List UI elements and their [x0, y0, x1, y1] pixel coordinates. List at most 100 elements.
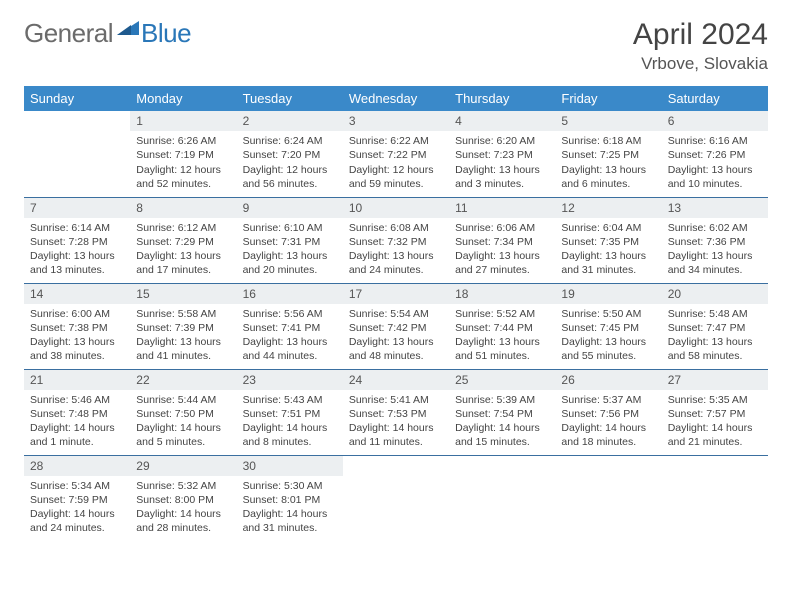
- day-line: Sunset: 7:51 PM: [243, 407, 337, 421]
- day-number: 30: [237, 456, 343, 476]
- logo: General Blue: [24, 18, 191, 49]
- calendar-day-cell: 14Sunrise: 6:00 AMSunset: 7:38 PMDayligh…: [24, 283, 130, 369]
- logo-triangle-icon: [117, 19, 139, 40]
- calendar-day-cell: 11Sunrise: 6:06 AMSunset: 7:34 PMDayligh…: [449, 197, 555, 283]
- day-line: Daylight: 12 hours: [243, 163, 337, 177]
- day-line: Sunset: 7:23 PM: [455, 148, 549, 162]
- day-line: and 20 minutes.: [243, 263, 337, 277]
- day-line: Sunset: 7:44 PM: [455, 321, 549, 335]
- day-line: Daylight: 13 hours: [136, 335, 230, 349]
- day-body: Sunrise: 5:56 AMSunset: 7:41 PMDaylight:…: [237, 304, 343, 368]
- calendar-day-cell: 20Sunrise: 5:48 AMSunset: 7:47 PMDayligh…: [662, 283, 768, 369]
- calendar-day-cell: 25Sunrise: 5:39 AMSunset: 7:54 PMDayligh…: [449, 369, 555, 455]
- day-line: Sunset: 7:54 PM: [455, 407, 549, 421]
- day-line: Sunset: 7:39 PM: [136, 321, 230, 335]
- calendar-day-cell: 30Sunrise: 5:30 AMSunset: 8:01 PMDayligh…: [237, 455, 343, 541]
- day-number: 25: [449, 370, 555, 390]
- day-number: 23: [237, 370, 343, 390]
- day-line: Daylight: 14 hours: [30, 421, 124, 435]
- day-line: and 31 minutes.: [561, 263, 655, 277]
- weekday-header: Wednesday: [343, 86, 449, 111]
- day-line: Sunrise: 5:34 AM: [30, 479, 124, 493]
- day-line: Sunrise: 5:37 AM: [561, 393, 655, 407]
- day-number: 15: [130, 284, 236, 304]
- calendar-day-cell: 21Sunrise: 5:46 AMSunset: 7:48 PMDayligh…: [24, 369, 130, 455]
- logo-text-general: General: [24, 18, 113, 49]
- day-line: Sunrise: 6:26 AM: [136, 134, 230, 148]
- day-body: Sunrise: 5:50 AMSunset: 7:45 PMDaylight:…: [555, 304, 661, 368]
- calendar-day-cell: 3Sunrise: 6:22 AMSunset: 7:22 PMDaylight…: [343, 111, 449, 197]
- weekday-header: Friday: [555, 86, 661, 111]
- day-line: Daylight: 13 hours: [561, 335, 655, 349]
- day-line: and 27 minutes.: [455, 263, 549, 277]
- day-line: Daylight: 12 hours: [349, 163, 443, 177]
- day-number: 29: [130, 456, 236, 476]
- day-number: 4: [449, 111, 555, 131]
- day-line: and 51 minutes.: [455, 349, 549, 363]
- day-line: and 5 minutes.: [136, 435, 230, 449]
- day-line: Sunrise: 5:43 AM: [243, 393, 337, 407]
- day-number: 12: [555, 198, 661, 218]
- day-line: Daylight: 13 hours: [136, 249, 230, 263]
- weekday-header: Monday: [130, 86, 236, 111]
- day-number: 28: [24, 456, 130, 476]
- day-number: 2: [237, 111, 343, 131]
- day-number: 13: [662, 198, 768, 218]
- day-line: and 3 minutes.: [455, 177, 549, 191]
- day-line: Daylight: 13 hours: [668, 163, 762, 177]
- weekday-header: Sunday: [24, 86, 130, 111]
- day-body: Sunrise: 5:54 AMSunset: 7:42 PMDaylight:…: [343, 304, 449, 368]
- calendar-day-cell: 8Sunrise: 6:12 AMSunset: 7:29 PMDaylight…: [130, 197, 236, 283]
- day-line: and 44 minutes.: [243, 349, 337, 363]
- month-title: April 2024: [633, 18, 768, 52]
- calendar-day-cell: 26Sunrise: 5:37 AMSunset: 7:56 PMDayligh…: [555, 369, 661, 455]
- calendar-day-cell: 4Sunrise: 6:20 AMSunset: 7:23 PMDaylight…: [449, 111, 555, 197]
- day-line: Sunrise: 5:48 AM: [668, 307, 762, 321]
- day-line: Sunrise: 5:39 AM: [455, 393, 549, 407]
- calendar-week-row: 7Sunrise: 6:14 AMSunset: 7:28 PMDaylight…: [24, 197, 768, 283]
- day-line: Sunset: 7:28 PM: [30, 235, 124, 249]
- day-line: Sunrise: 6:12 AM: [136, 221, 230, 235]
- logo-text-blue: Blue: [141, 18, 191, 49]
- title-block: April 2024 Vrbove, Slovakia: [633, 18, 768, 74]
- day-body: Sunrise: 6:20 AMSunset: 7:23 PMDaylight:…: [449, 131, 555, 195]
- day-line: Daylight: 13 hours: [668, 249, 762, 263]
- day-body: Sunrise: 6:04 AMSunset: 7:35 PMDaylight:…: [555, 218, 661, 282]
- calendar-day-cell: 19Sunrise: 5:50 AMSunset: 7:45 PMDayligh…: [555, 283, 661, 369]
- day-line: Sunset: 7:38 PM: [30, 321, 124, 335]
- day-line: Sunrise: 5:54 AM: [349, 307, 443, 321]
- day-line: Sunset: 7:20 PM: [243, 148, 337, 162]
- day-body: Sunrise: 6:18 AMSunset: 7:25 PMDaylight:…: [555, 131, 661, 195]
- weekday-header: Tuesday: [237, 86, 343, 111]
- day-body: Sunrise: 5:58 AMSunset: 7:39 PMDaylight:…: [130, 304, 236, 368]
- day-line: Sunrise: 6:00 AM: [30, 307, 124, 321]
- day-line: Sunset: 7:25 PM: [561, 148, 655, 162]
- day-line: Sunset: 7:35 PM: [561, 235, 655, 249]
- day-line: Daylight: 13 hours: [243, 249, 337, 263]
- day-number: 27: [662, 370, 768, 390]
- day-line: Sunset: 7:59 PM: [30, 493, 124, 507]
- day-line: Sunrise: 6:18 AM: [561, 134, 655, 148]
- day-line: and 38 minutes.: [30, 349, 124, 363]
- day-line: and 58 minutes.: [668, 349, 762, 363]
- calendar-day-cell: 28Sunrise: 5:34 AMSunset: 7:59 PMDayligh…: [24, 455, 130, 541]
- day-body: Sunrise: 6:24 AMSunset: 7:20 PMDaylight:…: [237, 131, 343, 195]
- day-body: Sunrise: 5:43 AMSunset: 7:51 PMDaylight:…: [237, 390, 343, 454]
- day-body: Sunrise: 6:02 AMSunset: 7:36 PMDaylight:…: [662, 218, 768, 282]
- calendar-table: Sunday Monday Tuesday Wednesday Thursday…: [24, 86, 768, 541]
- day-line: Sunrise: 5:58 AM: [136, 307, 230, 321]
- day-line: Daylight: 13 hours: [561, 249, 655, 263]
- day-body: Sunrise: 5:35 AMSunset: 7:57 PMDaylight:…: [662, 390, 768, 454]
- day-line: Daylight: 13 hours: [455, 335, 549, 349]
- calendar-day-cell: [343, 455, 449, 541]
- day-number: 18: [449, 284, 555, 304]
- calendar-day-cell: 10Sunrise: 6:08 AMSunset: 7:32 PMDayligh…: [343, 197, 449, 283]
- day-number: 3: [343, 111, 449, 131]
- day-line: and 21 minutes.: [668, 435, 762, 449]
- day-number: 26: [555, 370, 661, 390]
- day-line: and 18 minutes.: [561, 435, 655, 449]
- day-number: 21: [24, 370, 130, 390]
- day-line: and 11 minutes.: [349, 435, 443, 449]
- day-line: Daylight: 14 hours: [136, 507, 230, 521]
- day-line: Sunset: 7:31 PM: [243, 235, 337, 249]
